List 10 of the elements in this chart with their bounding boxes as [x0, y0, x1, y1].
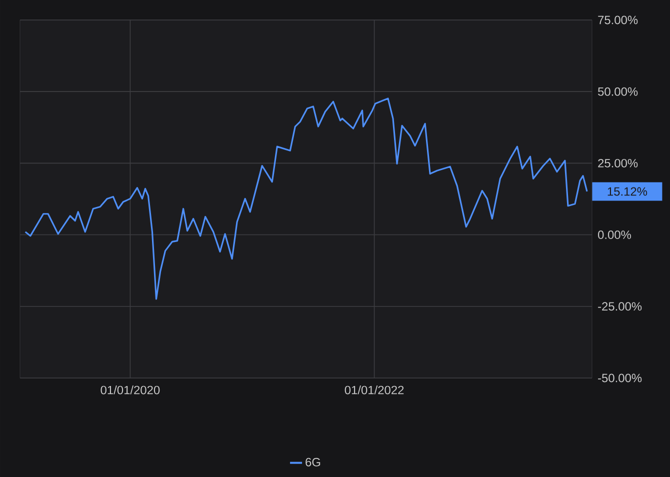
y-tick-label: 50.00%: [598, 87, 638, 96]
y-tick-label: -50.00%: [598, 374, 642, 382]
y-tick-label: 25.00%: [598, 158, 638, 168]
y-tick-label: 0.00%: [598, 230, 631, 240]
x-tick-label: 01/01/2022: [344, 386, 404, 394]
y-tick-label: 75.00%: [598, 16, 638, 24]
x-tick-label: 01/01/2020: [100, 386, 160, 394]
annotation: 15.12%: [608, 187, 648, 196]
y-tick-label: -25.00%: [598, 302, 642, 311]
legend-label: 6G: [306, 458, 320, 466]
